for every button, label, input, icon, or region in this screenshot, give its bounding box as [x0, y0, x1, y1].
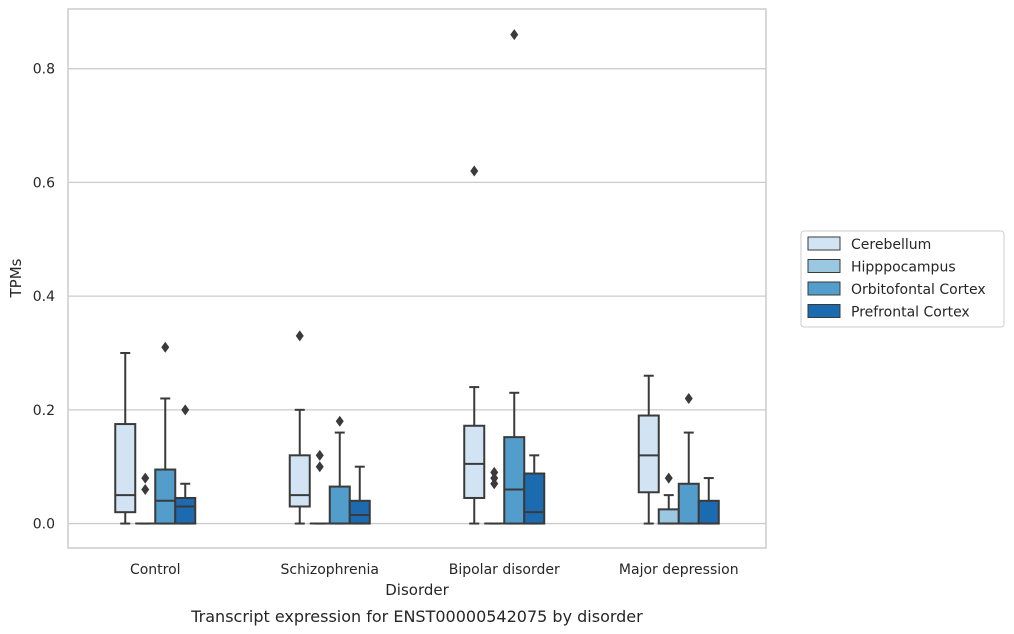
box-prefrontal-cortex	[348, 465, 371, 525]
legend-item-prefrontal-cortex: Prefrontal Cortex	[807, 304, 970, 321]
x-tick-labels: Control Schizophrenia Bipolar disorder Majo…	[130, 562, 739, 578]
x-tick-label: Bipolar disorder	[449, 562, 560, 578]
outlier-point	[141, 472, 150, 484]
legend-label: Cerebellum	[851, 237, 931, 253]
y-tick-label: 0.8	[33, 62, 55, 78]
box-hipppocampus	[657, 472, 680, 525]
box-series	[114, 29, 720, 525]
box-hipppocampus	[309, 449, 330, 525]
legend-label: Orbitofontal Cortex	[851, 282, 986, 298]
outlier-point	[181, 404, 190, 416]
outlier-point	[490, 472, 499, 484]
y-tick-labels: 0.0 0.2 0.4 0.6 0.8	[33, 62, 55, 533]
legend-frame	[800, 230, 1005, 328]
box-cerebellum	[288, 330, 311, 525]
box-orbitofontal-cortex	[328, 415, 351, 525]
legend-swatch	[807, 281, 841, 296]
box-cerebellum	[463, 165, 486, 525]
y-tick-label: 0.0	[33, 517, 55, 533]
legend-item-hipppocampus: Hipppocampus	[807, 259, 956, 276]
outlier-point	[490, 466, 499, 478]
legend-label: Prefrontal Cortex	[851, 305, 970, 321]
outlier-point	[315, 449, 324, 461]
legend-swatch	[807, 236, 841, 251]
box-body	[697, 499, 720, 525]
box-orbitofontal-cortex	[677, 392, 700, 525]
legend-item-cerebellum: Cerebellum	[807, 236, 931, 253]
box-orbitofontal-cortex	[154, 341, 177, 525]
outlier-point	[664, 472, 673, 484]
box-body	[328, 485, 351, 525]
legend-swatch	[807, 304, 841, 318]
legend-swatch	[807, 259, 841, 273]
box-body	[463, 424, 486, 499]
box-body	[174, 496, 197, 525]
box-body	[288, 454, 311, 508]
box-hipppocampus	[135, 472, 156, 525]
outlier-point	[295, 330, 304, 342]
box-hipppocampus	[484, 466, 505, 525]
outlier-point	[335, 415, 344, 427]
box-body	[348, 499, 371, 525]
box-body	[114, 423, 137, 514]
outlier-point	[490, 478, 499, 490]
outlier-point	[470, 165, 479, 177]
box-orbitofontal-cortex	[503, 29, 526, 525]
box-body	[523, 472, 546, 525]
y-tick-label: 0.2	[33, 403, 55, 419]
box-body	[637, 414, 660, 494]
grid-lines	[68, 68, 766, 525]
box-cerebellum	[637, 374, 660, 525]
outlier-point	[161, 341, 170, 353]
chart-caption: Transcript expression for ENST0000054207…	[190, 607, 643, 626]
x-tick-label: Control	[130, 562, 181, 578]
box-body	[657, 508, 680, 525]
x-axis-label: Disorder	[385, 581, 449, 599]
outlier-point	[510, 29, 519, 41]
box-prefrontal-cortex	[174, 404, 197, 525]
box-cerebellum	[114, 351, 137, 525]
y-tick-label: 0.6	[33, 175, 55, 191]
outlier-point	[315, 461, 324, 473]
box-prefrontal-cortex	[697, 477, 720, 525]
x-tick-label: Major depression	[619, 562, 739, 578]
y-tick-label: 0.4	[33, 289, 55, 305]
y-axis-label: TPMs	[7, 258, 25, 298]
outlier-point	[141, 483, 150, 495]
box-prefrontal-cortex	[523, 454, 546, 525]
box-body	[677, 482, 700, 525]
legend: Cerebellum Hipppocampus Orbitofontal Corte…	[800, 230, 1005, 328]
plot-frame	[67, 8, 767, 549]
legend-item-orbitofontal-cortex: Orbitofontal Cortex	[807, 281, 986, 298]
outlier-point	[684, 392, 693, 404]
box-body	[503, 436, 526, 525]
x-tick-label: Schizophrenia	[281, 562, 379, 578]
legend-label: Hipppocampus	[851, 260, 956, 276]
box-body	[154, 468, 177, 525]
